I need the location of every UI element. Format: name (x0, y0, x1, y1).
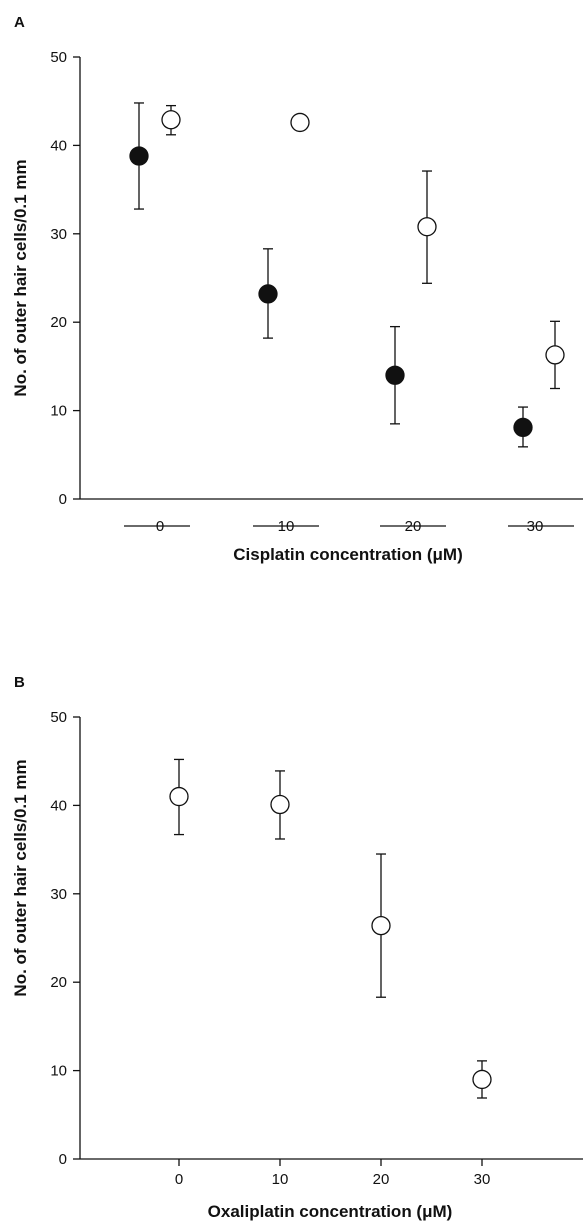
panel-b-open-data-point (270, 794, 290, 815)
panel-b-y-axis-title: No. of outer hair cells/0.1 mm (11, 759, 30, 996)
panel-a-y-tick-label: 20 (50, 314, 67, 331)
panel-b-x-tick-label: 20 (373, 1171, 390, 1188)
panel-a-filled-data-point (129, 146, 149, 166)
panel-b-open-data-point (472, 1069, 492, 1090)
panel-a-open-data-point (290, 112, 310, 133)
panel-b-y-tick-label: 50 (50, 709, 67, 726)
panel-b-marks (169, 758, 492, 1099)
panel-a-x-axis-title: Cisplatin concentration (μM) (233, 545, 463, 564)
panel-b-y-tick-label: 0 (59, 1151, 67, 1168)
panel-b-open-data-point (169, 786, 189, 807)
panel-a-filled-data-point (258, 284, 278, 304)
panel-b-y-tick-label: 10 (50, 1063, 67, 1080)
panel-a-y-tick-label: 30 (50, 226, 67, 243)
panel-a-y-tick-label: 10 (50, 403, 67, 420)
panel-a-marks (129, 102, 565, 448)
panel-a-x-tick-label: 30 (527, 518, 544, 535)
panel-b-open-data-point (371, 915, 391, 936)
panel-a-y-tick-label: 50 (50, 49, 67, 66)
panel-a-open-data-point (161, 110, 181, 130)
panel-a-x-tick-label: 10 (278, 518, 295, 535)
panel-b-axes: 0 10 20 30 40 50 0 10 20 30 (50, 709, 583, 1188)
panel-a-open-data-point (545, 345, 565, 365)
panel-a-x-tick-label: 0 (156, 518, 164, 535)
panel-a-x-tick-label: 20 (405, 518, 422, 535)
panel-a-axes: 0 10 20 30 40 50 0 10 20 30 (50, 49, 583, 535)
panel-b-y-tick-label: 20 (50, 974, 67, 991)
panel-b-x-tick-label: 30 (474, 1171, 491, 1188)
panel-b-x-tick-label: 0 (175, 1171, 183, 1188)
panel-b-x-axis-title: Oxaliplatin concentration (μM) (208, 1202, 453, 1221)
panel-a-y-tick-label: 40 (50, 137, 67, 154)
panel-b-x-tick-label: 10 (272, 1171, 289, 1188)
panel-b-chart: B No. of outer hair cells/0.1 mm Oxalipl… (11, 674, 583, 1221)
panel-a-filled-data-point (513, 417, 533, 438)
panel-a-label: A (14, 14, 25, 31)
panel-a-filled-data-point (385, 365, 405, 385)
panel-a-chart: A No. of outer hair cells/0.1 mm Cisplat… (11, 14, 583, 564)
panel-b-y-tick-label: 30 (50, 886, 67, 903)
panel-a-y-axis-title: No. of outer hair cells/0.1 mm (11, 159, 30, 396)
panel-b-label: B (14, 674, 25, 691)
panel-a-y-tick-label: 0 (59, 491, 67, 508)
panel-b-y-tick-label: 40 (50, 797, 67, 814)
panel-a-open-data-point (417, 217, 437, 237)
